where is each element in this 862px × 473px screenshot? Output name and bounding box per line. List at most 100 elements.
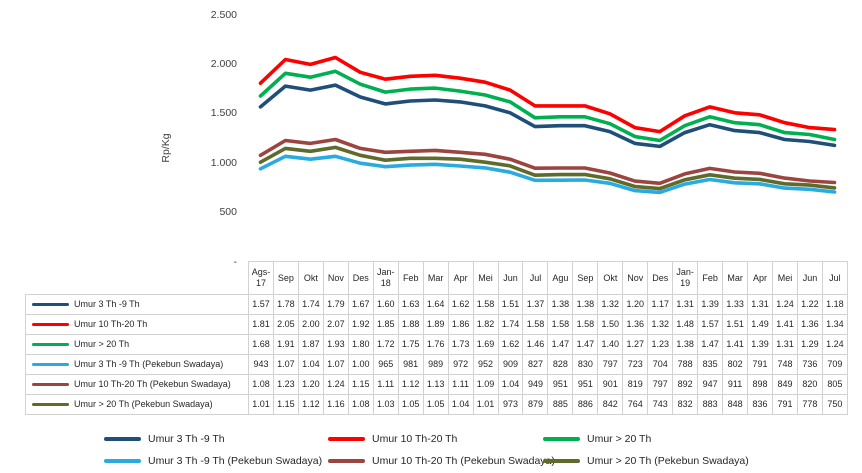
- value-cell: 1.04: [297, 354, 324, 375]
- value-cell: 1.23: [272, 374, 299, 395]
- series-line: [258, 137, 837, 186]
- value-cell: 791: [772, 394, 798, 415]
- value-cell: 1.86: [447, 314, 474, 335]
- value-cell: 778: [796, 394, 823, 415]
- value-cell: 1.41: [722, 334, 749, 355]
- y-axis-tick: 1.500: [210, 107, 237, 120]
- y-axis-tick: 2.500: [210, 8, 237, 21]
- table-row: Umur 10 Th-20 Th (Pekebun Swadaya) 1.08 1.…: [25, 374, 848, 395]
- series-line: [258, 69, 837, 143]
- series-color-swatch: [32, 342, 69, 347]
- value-cell: 797: [647, 374, 674, 395]
- value-cell: 1.48: [672, 314, 699, 335]
- value-cell: 947: [697, 374, 724, 395]
- column-header: Sep: [272, 261, 299, 295]
- value-cell: 879: [522, 394, 549, 415]
- column-header: Jun: [497, 261, 524, 295]
- value-cell: 1.50: [597, 314, 624, 335]
- legend-item: Umur 3 Th -9 Th (Pekebun Swadaya): [104, 454, 322, 468]
- value-cell: 1.62: [497, 334, 524, 355]
- series-line: [258, 55, 837, 134]
- value-cell: 911: [722, 374, 749, 395]
- series-label-cell: Umur 10 Th-20 Th: [25, 314, 249, 335]
- value-cell: 1.17: [647, 294, 674, 315]
- column-header: Nov: [322, 261, 349, 295]
- value-cell: 1.63: [397, 294, 424, 315]
- value-cell: 820: [796, 374, 823, 395]
- value-cell: 832: [672, 394, 699, 415]
- value-cell: 723: [622, 354, 649, 375]
- value-cell: 1.33: [722, 294, 749, 315]
- value-cell: 704: [647, 354, 674, 375]
- value-cell: 819: [622, 374, 649, 395]
- column-header: Apr: [747, 261, 774, 295]
- value-cell: 1.75: [397, 334, 424, 355]
- value-cell: 2.05: [272, 314, 299, 335]
- series-color-swatch: [32, 362, 69, 367]
- value-cell: 2.00: [297, 314, 324, 335]
- value-cell: 1.58: [547, 314, 574, 335]
- value-cell: 1.20: [622, 294, 649, 315]
- column-header: Feb: [697, 261, 724, 295]
- value-cell: 1.39: [697, 294, 724, 315]
- legend-color-swatch: [328, 437, 365, 441]
- value-cell: 1.92: [347, 314, 374, 335]
- table-corner-cell: [26, 262, 249, 295]
- value-cell: 1.09: [472, 374, 499, 395]
- value-cell: 1.24: [821, 334, 848, 355]
- value-cell: 1.32: [597, 294, 624, 315]
- series-name: Umur 3 Th -9 Th (Pekebun Swadaya): [74, 359, 224, 370]
- value-cell: 1.05: [397, 394, 424, 415]
- y-axis-tick: 2.000: [210, 57, 237, 70]
- value-cell: 1.31: [672, 294, 699, 315]
- value-cell: 1.79: [322, 294, 349, 315]
- value-cell: 1.47: [547, 334, 574, 355]
- value-cell: 1.24: [322, 374, 349, 395]
- value-cell: 848: [722, 394, 749, 415]
- column-header: Okt: [597, 261, 624, 295]
- column-header: Mar: [722, 261, 749, 295]
- legend-color-swatch: [543, 437, 580, 441]
- value-cell: 830: [572, 354, 599, 375]
- value-cell: 828: [547, 354, 574, 375]
- legend-item: Umur > 20 Th (Pekebun Swadaya): [543, 454, 749, 468]
- legend-item: Umur > 20 Th: [543, 432, 651, 446]
- value-cell: 909: [497, 354, 524, 375]
- y-axis-tick: -: [233, 255, 238, 268]
- value-cell: 1.31: [772, 334, 798, 355]
- value-cell: 892: [672, 374, 699, 395]
- legend-item-label: Umur 10 Th-20 Th (Pekebun Swadaya): [372, 455, 555, 467]
- value-cell: 1.38: [672, 334, 699, 355]
- series-label-cell: Umur 3 Th -9 Th: [25, 294, 249, 315]
- value-cell: 1.80: [347, 334, 374, 355]
- value-cell: 951: [572, 374, 599, 395]
- value-cell: 1.18: [821, 294, 848, 315]
- value-cell: 1.15: [272, 394, 299, 415]
- value-cell: 1.58: [572, 314, 599, 335]
- legend-item-label: Umur 10 Th-20 Th: [372, 433, 458, 445]
- value-cell: 1.60: [372, 294, 399, 315]
- series-name: Umur > 20 Th (Pekebun Swadaya): [74, 399, 213, 410]
- value-cell: 1.46: [522, 334, 549, 355]
- value-cell: 1.67: [347, 294, 374, 315]
- column-header: Mei: [772, 261, 798, 295]
- value-cell: 949: [522, 374, 549, 395]
- value-cell: 1.64: [422, 294, 449, 315]
- value-cell: 743: [647, 394, 674, 415]
- column-header: Nov: [622, 261, 649, 295]
- legend-item-label: Umur 3 Th -9 Th: [148, 433, 225, 445]
- series-name: Umur > 20 Th: [74, 339, 130, 350]
- value-cell: 886: [572, 394, 599, 415]
- value-cell: 1.12: [297, 394, 324, 415]
- column-header: Okt: [297, 261, 324, 295]
- table-row: Umur 10 Th-20 Th 1.81 2.05 2.00 2.07 1.92 1.85…: [25, 314, 848, 335]
- legend-color-swatch: [104, 459, 141, 463]
- column-header: Feb: [397, 261, 424, 295]
- legend-item: Umur 10 Th-20 Th (Pekebun Swadaya): [328, 454, 555, 468]
- value-cell: 1.34: [821, 314, 848, 335]
- value-cell: 1.41: [772, 314, 798, 335]
- value-cell: 1.07: [322, 354, 349, 375]
- value-cell: 1.93: [322, 334, 349, 355]
- value-cell: 1.38: [572, 294, 599, 315]
